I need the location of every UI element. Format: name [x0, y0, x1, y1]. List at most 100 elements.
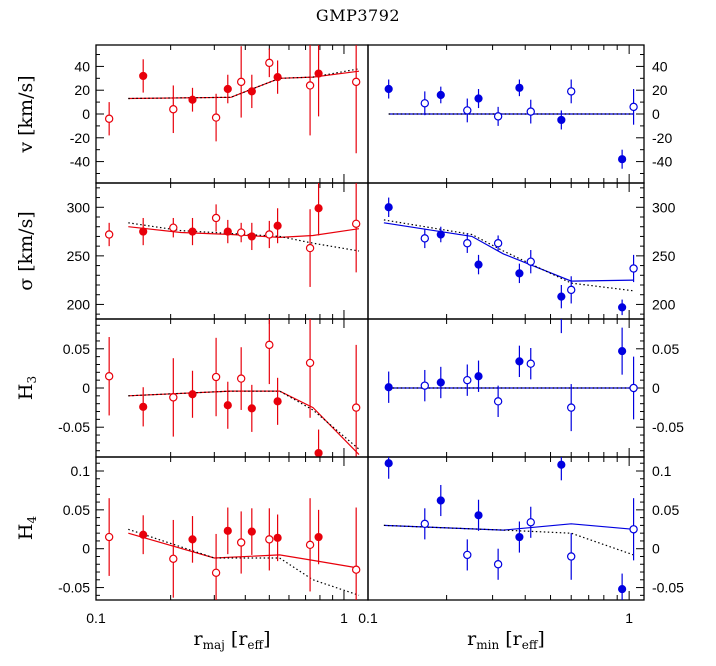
x-tick-label: 1	[625, 610, 633, 626]
data-point-filled	[618, 155, 627, 164]
x-tick-label: 0.1	[86, 610, 106, 626]
data-point-filled	[273, 221, 282, 230]
data-point-filled	[247, 232, 256, 241]
data-point-filled	[188, 535, 197, 544]
data-point-filled	[474, 372, 483, 381]
panel-frame-v-major	[95, 44, 369, 184]
data-point-open	[567, 403, 576, 412]
data-point-open	[351, 219, 361, 228]
data-point-open	[526, 518, 535, 527]
data-point-filled	[436, 496, 445, 505]
data-point-open	[526, 359, 535, 368]
data-point-open	[351, 565, 361, 574]
data-point-open	[351, 77, 361, 87]
y-tick-label: 0.05	[63, 502, 90, 518]
data-point-filled	[314, 204, 323, 213]
data-point-open	[305, 540, 315, 550]
data-point-open	[305, 243, 315, 253]
data-point-filled	[247, 87, 256, 96]
data-point-open	[351, 403, 361, 412]
y-tick-label: 0.1	[71, 463, 91, 479]
panel-frame-h4-major	[95, 456, 369, 601]
data-point-open	[629, 383, 638, 393]
data-point-filled	[384, 203, 393, 212]
y-tick-label: -0.05	[58, 580, 90, 596]
y-axis-label: v [km/s]	[15, 75, 37, 153]
data-point-filled	[273, 73, 282, 82]
data-point-filled	[188, 227, 197, 236]
data-point-open	[211, 372, 221, 382]
panel-frame-sigma-major	[95, 182, 369, 320]
data-point-filled	[384, 459, 393, 468]
panel-frame-sigma-minor	[367, 182, 645, 320]
data-point-open	[104, 532, 114, 542]
data-point-open	[420, 381, 429, 390]
data-point-filled	[314, 69, 323, 78]
data-point-filled	[139, 227, 148, 236]
model-line-dotted	[383, 524, 634, 556]
data-point-open	[211, 568, 221, 577]
y-tick-label: -0.05	[58, 419, 90, 435]
y-tick-label: -0.05	[652, 419, 684, 435]
data-point-filled	[273, 397, 282, 406]
data-point-filled	[223, 84, 232, 94]
model-line-dotted	[128, 390, 360, 450]
y-tick-label: 40	[652, 58, 668, 74]
data-point-open	[493, 397, 503, 406]
data-point-open	[420, 99, 429, 108]
y-tick-label: 0.05	[652, 502, 679, 518]
data-point-filled	[618, 347, 627, 356]
y-tick-label: 0	[652, 106, 660, 122]
data-point-filled	[139, 530, 148, 539]
data-point-open	[265, 58, 274, 68]
data-point-open	[236, 77, 246, 87]
data-point-filled	[247, 527, 256, 536]
y-tick-label: 0.1	[652, 463, 672, 479]
data-point-filled	[273, 533, 282, 542]
data-point-open	[420, 234, 429, 243]
data-point-open	[211, 213, 221, 223]
y-tick-label: 20	[652, 82, 668, 98]
data-point-open	[567, 552, 576, 561]
y-axis-label: H3	[15, 376, 39, 400]
data-point-filled	[139, 402, 148, 411]
data-point-open	[265, 535, 274, 544]
data-point-open	[493, 112, 503, 121]
data-point-open	[104, 230, 114, 239]
data-point-filled	[618, 585, 627, 594]
data-point-filled	[557, 115, 566, 125]
data-point-open	[104, 372, 114, 381]
data-point-open	[629, 525, 638, 534]
model-line-solid	[128, 532, 360, 569]
data-point-filled	[436, 378, 445, 387]
data-point-open	[211, 113, 221, 122]
data-point-filled	[557, 460, 566, 469]
data-point-filled	[474, 260, 483, 269]
y-tick-label: 300	[67, 199, 91, 215]
data-point-filled	[515, 269, 524, 278]
y-tick-label: -20	[652, 130, 672, 146]
x-axis-label: rmin [reff]	[467, 628, 545, 652]
model-line-solid	[383, 523, 634, 531]
data-point-open	[463, 550, 472, 560]
data-point-open	[629, 264, 638, 273]
data-point-filled	[474, 94, 483, 103]
x-tick-label: 1	[340, 610, 348, 626]
data-point-filled	[188, 95, 197, 104]
y-tick-label: 0	[82, 380, 90, 396]
data-point-open	[265, 340, 274, 350]
data-point-filled	[515, 83, 524, 92]
y-tick-label: 20	[74, 82, 90, 98]
model-line-dotted	[128, 68, 360, 100]
data-point-filled	[139, 71, 148, 81]
data-point-open	[236, 374, 246, 383]
data-point-open	[169, 554, 178, 564]
y-tick-label: 0.05	[652, 341, 679, 357]
data-point-open	[493, 239, 503, 248]
data-point-open	[169, 393, 178, 402]
data-point-open	[463, 239, 472, 248]
data-point-open	[463, 375, 472, 385]
y-tick-label: 0	[82, 106, 90, 122]
data-point-filled	[436, 90, 445, 100]
y-tick-label: 200	[652, 296, 676, 312]
